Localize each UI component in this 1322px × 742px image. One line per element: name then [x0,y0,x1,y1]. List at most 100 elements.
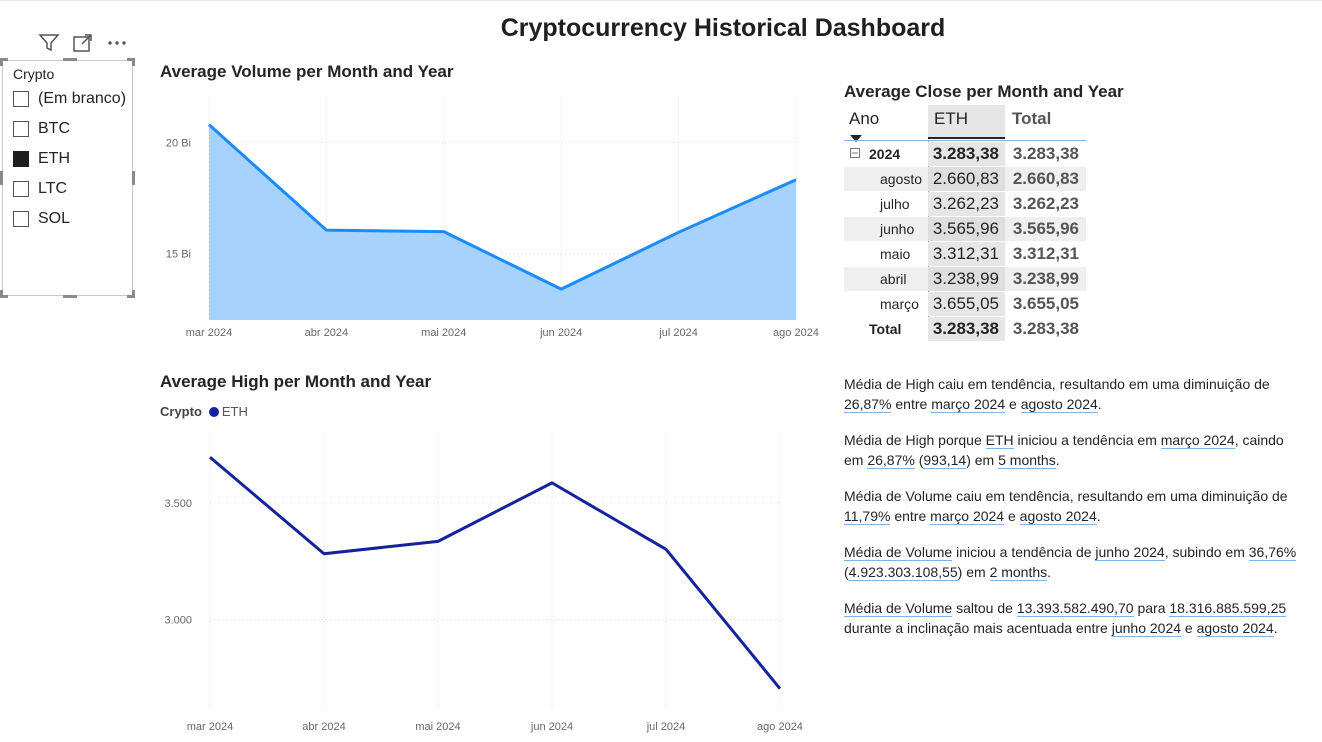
crypto-slicer[interactable]: Crypto (Em branco) BTC ETH LTC SOL [0,58,135,298]
resize-handle[interactable] [127,295,135,298]
smart-narrative: Média de High caiu em tendência, resulta… [844,374,1304,654]
row-label: maio [880,246,911,262]
narrative-paragraph: Média de Volume caiu em tendência, resul… [844,488,1288,525]
row-label: julho [880,196,910,212]
y-tick-label: 15 Bi [166,248,191,260]
chart-legend: Crypto ETH [160,404,248,419]
legend-item-eth[interactable]: ETH [221,404,248,419]
matrix-year-row[interactable]: 2024 3.283,38 3.283,38 [844,142,1086,166]
checkbox[interactable] [13,91,29,107]
slicer-item-label: (Em branco) [38,90,127,107]
total-value: 3.655,05 [1012,294,1079,313]
dashboard-title: Cryptocurrency Historical Dashboard [500,14,946,42]
top-border [0,0,1322,1]
volume-chart-title: Average Volume per Month and Year [160,62,454,81]
resize-handle[interactable] [0,58,3,66]
eth-value: 3.238,99 [928,267,1005,291]
series-line[interactable] [209,456,782,690]
matrix-month-row[interactable]: agosto 2.660,83 2.660,83 [844,167,1086,191]
resize-handle[interactable] [0,171,3,185]
resize-handle[interactable] [132,171,135,185]
header-label: Ano [849,109,880,128]
slicer-item-label: ETH [38,150,70,167]
y-tick-label: 20 Bi [166,137,191,149]
eth-value: 3.283,38 [928,142,1005,166]
row-label: 2024 [869,146,901,162]
eth-value: 3.283,38 [928,317,1005,341]
checkbox[interactable] [13,121,29,137]
matrix-total-row: Total 3.283,38 3.283,38 [844,317,1086,341]
slicer-item-btc[interactable]: BTC [13,118,70,140]
row-label: agosto [844,167,928,191]
x-tick-label: jun 2024 [539,327,582,339]
narrative-paragraph: Média de High caiu em tendência, resulta… [844,376,1270,413]
slicer-item-label: LTC [38,180,68,197]
narrative-paragraph: Média de Volume iniciou a tendência de j… [844,544,1297,581]
resize-handle[interactable] [63,295,77,298]
ano-column-header[interactable]: Ano [844,105,928,142]
y-tick-label: 3.500 [164,498,192,510]
x-tick-label: jul 2024 [646,721,686,733]
x-tick-label: abr 2024 [302,721,345,733]
resize-handle[interactable] [0,295,8,298]
collapse-icon[interactable] [850,142,860,166]
resize-handle[interactable] [127,58,135,61]
column-divider [928,141,929,341]
x-tick-label: jul 2024 [658,327,698,339]
header-divider [844,140,1086,141]
total-value: 3.283,38 [1012,144,1079,163]
slicer-item-sol[interactable]: SOL [13,208,70,230]
x-tick-label: abr 2024 [305,327,348,339]
matrix-month-row[interactable]: abril 3.238,99 3.238,99 [844,267,1086,291]
slicer-item-ltc[interactable]: LTC [13,178,67,200]
focus-mode-icon[interactable] [72,33,94,58]
x-tick-label: mai 2024 [415,721,460,733]
legend-marker [208,406,219,417]
checkbox[interactable] [13,181,29,197]
eth-column-header[interactable]: ETH [928,105,1005,139]
slicer-item-em-branco[interactable]: (Em branco) [13,88,126,110]
matrix-month-row[interactable]: junho 3.565,96 3.565,96 [844,217,1086,241]
area-fill [209,124,796,320]
slicer-header: Crypto [13,66,55,82]
row-label: abril [844,267,928,291]
total-value: 3.312,31 [1012,244,1079,263]
x-tick-label: jun 2024 [530,721,573,733]
total-value: 3.565,96 [1005,217,1086,241]
checkbox[interactable] [13,211,29,227]
high-line-chart[interactable]: 3.000 3.500 mar 2024 abr 2024 mai 2024 jun 20… [150,425,830,738]
x-tick-label: ago 2024 [773,327,819,339]
matrix-month-row[interactable]: julho 3.262,23 3.262,23 [844,192,1086,216]
y-tick-label: 3.000 [164,614,192,626]
legend-title: Crypto [160,404,202,419]
row-label: março [880,296,919,312]
resize-handle[interactable] [132,290,135,298]
row-label: Total [869,321,902,337]
sort-desc-icon[interactable] [850,130,862,148]
row-label: junho [844,217,928,241]
volume-area-chart[interactable]: 15 Bi 20 Bi mar 2024 abr 2024 mai 2024 jun 20… [150,88,830,346]
series-line[interactable] [207,123,797,291]
x-tick-label: mai 2024 [421,327,466,339]
narrative-paragraph: Média de High porque ETH iniciou a tendê… [844,432,1284,469]
header-label: ETH [934,109,968,128]
resize-handle[interactable] [132,58,135,66]
eth-value: 3.655,05 [928,292,1005,316]
more-options-icon[interactable] [106,33,130,58]
matrix-month-row[interactable]: março 3.655,05 3.655,05 [844,292,1086,316]
x-tick-label: mar 2024 [186,327,232,339]
total-value: 2.660,83 [1005,167,1086,191]
total-column-header[interactable]: Total [1005,105,1086,139]
filter-icon[interactable] [38,33,60,58]
resize-handle[interactable] [0,58,8,61]
total-value: 3.283,38 [1012,319,1079,338]
checkbox-checked[interactable] [13,151,29,167]
narrative-paragraph: Média de Volume saltou de 13.393.582.490… [844,600,1287,637]
matrix-month-row[interactable]: maio 3.312,31 3.312,31 [844,242,1086,266]
eth-value: 3.312,31 [928,242,1005,266]
resize-handle[interactable] [0,290,3,298]
slicer-item-eth[interactable]: ETH [13,148,70,170]
slicer-item-label: BTC [38,120,70,137]
total-value: 3.238,99 [1005,267,1086,291]
resize-handle[interactable] [63,58,77,61]
